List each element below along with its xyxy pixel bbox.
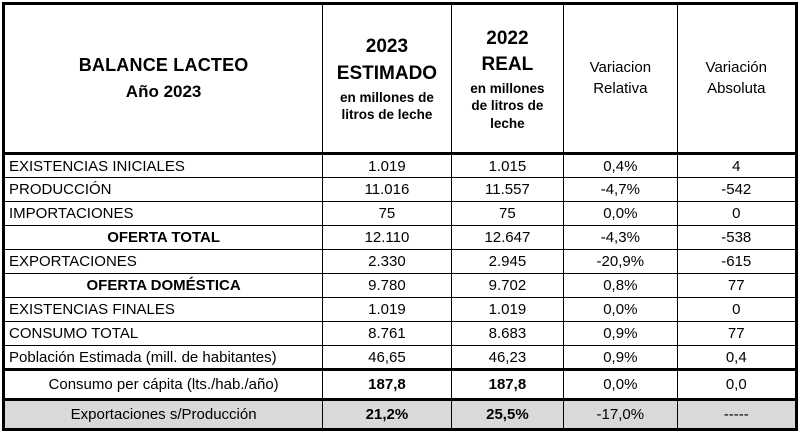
table-row-exportaciones-produccion: Exportaciones s/Producción 21,2% 25,5% -… [2,398,798,430]
value-abs: 4 [676,153,798,178]
value-abs: 0,4 [676,345,798,370]
row-label: PRODUCCIÓN [2,177,324,202]
table-title: BALANCE LACTEO [78,55,249,75]
value-2023: 187,8 [322,368,452,400]
value-abs: ----- [676,398,798,430]
value-2022: 2.945 [450,249,565,274]
column-2022-kind: REAL [481,54,534,76]
column-header-2022: 2022 REAL en millones de litros de leche [450,3,565,155]
column-header-2023: 2023 ESTIMADO en millones de litros de l… [322,3,452,155]
column-abs-label: Variación Absoluta [705,59,767,97]
table-subtitle: Año 2023 [125,82,202,101]
column-header-variacion-relativa: Variacion Relativa [563,3,678,155]
value-2023: 2.330 [322,249,452,274]
value-2022: 25,5% [450,398,565,430]
value-2023: 12.110 [322,225,452,250]
value-2023: 11.016 [322,177,452,202]
row-label: Consumo per cápita (lts./hab./año) [2,368,324,400]
column-2022-year: 2022 [486,27,529,49]
value-rel: -17,0% [563,398,678,430]
value-2023: 75 [322,201,452,226]
row-label: OFERTA DOMÉSTICA [2,273,324,298]
row-label: OFERTA TOTAL [2,225,324,250]
value-abs: 0 [676,201,798,226]
value-rel: 0,0% [563,297,678,322]
column-2023-unit: en millones de litros de leche [340,89,434,123]
value-abs: 0 [676,297,798,322]
row-label: EXPORTACIONES [2,249,324,274]
value-2023: 1.019 [322,153,452,178]
row-label: Exportaciones s/Producción [2,398,324,430]
table-title-cell: BALANCE LACTEO Año 2023 [2,3,324,155]
value-rel: 0,9% [563,345,678,370]
column-rel-label: Variacion Relativa [589,59,652,97]
value-abs: -615 [676,249,798,274]
table-row-poblacion: Población Estimada (mill. de habitantes)… [2,345,798,370]
table-row: EXISTENCIAS FINALES 1.019 1.019 0,0% 0 [2,297,798,322]
column-2022-unit: en millones de litros de leche [470,80,545,131]
table-row-oferta-domestica: OFERTA DOMÉSTICA 9.780 9.702 0,8% 77 [2,273,798,298]
value-2022: 75 [450,201,565,226]
table-row-oferta-total: OFERTA TOTAL 12.110 12.647 -4,3% -538 [2,225,798,250]
table-row-consumo-per-capita: Consumo per cápita (lts./hab./año) 187,8… [2,368,798,400]
value-2023: 46,65 [322,345,452,370]
column-2023-kind: ESTIMADO [336,62,438,84]
value-2022: 1.019 [450,297,565,322]
value-rel: 0,9% [563,321,678,346]
value-2022: 187,8 [450,368,565,400]
value-rel: -4,7% [563,177,678,202]
table-row: PRODUCCIÓN 11.016 11.557 -4,7% -542 [2,177,798,202]
value-abs: 0,0 [676,368,798,400]
value-2022: 1.015 [450,153,565,178]
value-abs: -538 [676,225,798,250]
table-row: EXPORTACIONES 2.330 2.945 -20,9% -615 [2,249,798,274]
header-row: BALANCE LACTEO Año 2023 2023 ESTIMADO en… [2,3,798,155]
value-2023: 21,2% [322,398,452,430]
value-abs: 77 [676,273,798,298]
value-rel: 0,8% [563,273,678,298]
row-label: IMPORTACIONES [2,201,324,226]
value-rel: -4,3% [563,225,678,250]
value-2023: 8.761 [322,321,452,346]
column-2023-year: 2023 [365,36,409,58]
value-rel: 0,4% [563,153,678,178]
value-rel: 0,0% [563,368,678,400]
value-abs: -542 [676,177,798,202]
value-2022: 11.557 [450,177,565,202]
table-row: IMPORTACIONES 75 75 0,0% 0 [2,201,798,226]
value-rel: -20,9% [563,249,678,274]
value-2022: 46,23 [450,345,565,370]
table-row: CONSUMO TOTAL 8.761 8.683 0,9% 77 [2,321,798,346]
balance-lacteo-table: BALANCE LACTEO Año 2023 2023 ESTIMADO en… [2,2,798,431]
value-2023: 1.019 [322,297,452,322]
value-2022: 9.702 [450,273,565,298]
table-row: EXISTENCIAS INICIALES 1.019 1.015 0,4% 4 [2,153,798,178]
row-label: CONSUMO TOTAL [2,321,324,346]
value-2023: 9.780 [322,273,452,298]
column-header-variacion-absoluta: Variación Absoluta [676,3,798,155]
row-label: Población Estimada (mill. de habitantes) [2,345,324,370]
value-rel: 0,0% [563,201,678,226]
row-label: EXISTENCIAS INICIALES [2,153,324,178]
value-abs: 77 [676,321,798,346]
value-2022: 12.647 [450,225,565,250]
value-2022: 8.683 [450,321,565,346]
row-label: EXISTENCIAS FINALES [2,297,324,322]
